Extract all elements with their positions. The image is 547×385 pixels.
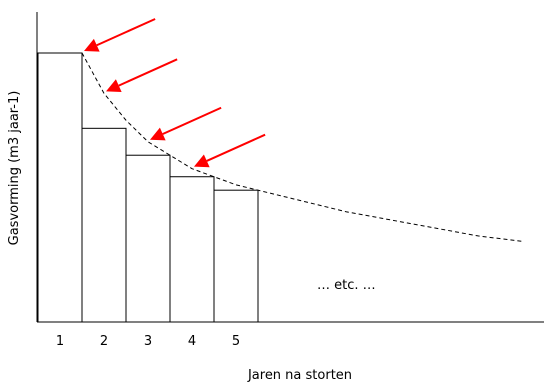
bar-2: [81, 127, 127, 323]
bar-1: [37, 52, 83, 323]
arrow-3: [150, 106, 222, 141]
x-tick-label-2: 2: [100, 334, 108, 349]
bars-group: [37, 52, 259, 323]
bar-5: [213, 189, 259, 323]
bar-4: [169, 176, 215, 323]
x-tick-label-1: 1: [56, 334, 64, 349]
arrow-1: [84, 18, 156, 52]
y-axis-label: Gasvorming (m3 jaar-1): [7, 91, 22, 246]
bar-3: [125, 154, 171, 323]
x-tick-label-4: 4: [188, 334, 196, 349]
x-tick-labels: 1 2 3 4 5: [56, 334, 240, 349]
x-axis-label: Jaren na storten: [247, 368, 352, 383]
arrow-2: [106, 58, 178, 92]
x-tick-label-3: 3: [144, 334, 152, 349]
x-tick-label-5: 5: [232, 334, 240, 349]
etc-annotation: … etc. …: [317, 278, 376, 293]
arrow-4: [194, 133, 266, 168]
arrows-group: [84, 18, 266, 168]
